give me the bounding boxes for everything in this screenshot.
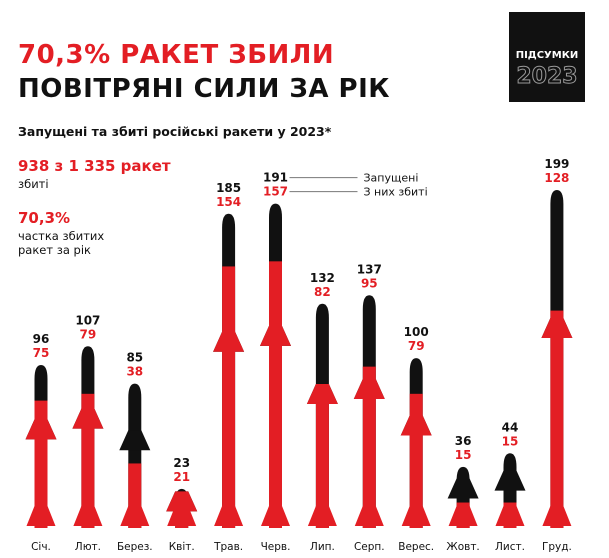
base-fin bbox=[73, 506, 103, 526]
badge-year: 2023 bbox=[516, 64, 578, 90]
intercepted-value-label: 15 bbox=[502, 434, 519, 448]
base-fin bbox=[261, 506, 290, 526]
intercepted-fin bbox=[541, 317, 573, 338]
intercepted-fin bbox=[306, 383, 338, 404]
base-fin bbox=[214, 506, 244, 526]
launched-value-label: 85 bbox=[126, 351, 143, 365]
launched-value-label: 100 bbox=[404, 325, 429, 339]
launched-fin bbox=[494, 470, 526, 491]
launched-fin bbox=[119, 430, 151, 451]
base-fin bbox=[26, 506, 56, 526]
intercepted-fin bbox=[166, 491, 198, 512]
launched-value-label: 199 bbox=[544, 157, 569, 171]
month-label: Серп. bbox=[354, 541, 385, 553]
intercepted-value-label: 157 bbox=[263, 185, 288, 199]
intercepted-value-label: 79 bbox=[80, 327, 97, 341]
base-fin bbox=[307, 506, 337, 526]
month-label: Трав. bbox=[213, 541, 243, 553]
intercepted-fin bbox=[213, 331, 245, 352]
headline-line1: 70,3% РАКЕТ ЗБИЛИ bbox=[18, 40, 335, 70]
total-shot-down: 938 з 1 335 ракет bbox=[18, 157, 171, 175]
legend-intercepted: З них збиті bbox=[364, 186, 428, 199]
intercepted-fin bbox=[400, 415, 432, 436]
intercepted-bar bbox=[269, 261, 282, 528]
intercepted-value-label: 75 bbox=[33, 346, 50, 360]
launched-value-label: 23 bbox=[173, 456, 190, 470]
launched-value-label: 36 bbox=[455, 434, 472, 448]
share-shot-down: 70,3% bbox=[18, 209, 71, 227]
month-label: Лист. bbox=[495, 541, 525, 553]
intercepted-value-label: 82 bbox=[314, 285, 331, 299]
base-fin bbox=[542, 506, 572, 526]
intercepted-value-label: 95 bbox=[361, 276, 378, 290]
summary-badge: ПІДСУМКИ 2023 bbox=[509, 12, 585, 102]
base-fin bbox=[167, 506, 197, 526]
chart-subtitle: Запущені та збиті російські ракети у 202… bbox=[18, 124, 332, 139]
share-shot-down-label: частка збитих ракет за рік bbox=[18, 229, 105, 257]
launched-value-label: 44 bbox=[502, 420, 519, 434]
intercepted-value-label: 79 bbox=[408, 339, 425, 353]
month-label: Жовт. bbox=[446, 541, 479, 553]
intercepted-bar bbox=[315, 388, 329, 528]
intercepted-bar bbox=[222, 266, 236, 528]
base-fin bbox=[354, 506, 384, 526]
month-label: Січ. bbox=[31, 541, 51, 553]
headline-line2: ПОВІТРЯНІ СИЛИ ЗА РІК bbox=[18, 74, 391, 104]
launched-value-label: 137 bbox=[357, 262, 382, 276]
intercepted-fin bbox=[353, 379, 385, 400]
base-fin bbox=[120, 506, 150, 526]
intercepted-bar bbox=[550, 310, 564, 528]
badge-label: ПІДСУМКИ bbox=[515, 50, 579, 61]
month-label: Квіт. bbox=[169, 541, 195, 553]
month-label: Черв. bbox=[261, 541, 291, 553]
launched-value-label: 185 bbox=[216, 181, 241, 195]
month-label: Лип. bbox=[310, 541, 335, 553]
launched-fin bbox=[447, 478, 479, 499]
launched-value-label: 96 bbox=[33, 332, 50, 346]
intercepted-fin bbox=[72, 408, 104, 429]
intercepted-value-label: 15 bbox=[455, 448, 472, 462]
base-fin bbox=[448, 506, 478, 526]
legend-launched: Запущені bbox=[364, 172, 419, 185]
month-label: Лют. bbox=[75, 541, 101, 553]
launched-value-label: 107 bbox=[75, 313, 100, 327]
launched-value-label: 132 bbox=[310, 271, 335, 285]
base-fin bbox=[401, 506, 431, 526]
intercepted-value-label: 21 bbox=[173, 470, 190, 484]
intercepted-value-label: 38 bbox=[126, 365, 143, 379]
month-label: Верес. bbox=[398, 541, 434, 553]
intercepted-fin bbox=[260, 325, 291, 346]
total-shot-down-label: збиті bbox=[18, 177, 49, 191]
intercepted-bar bbox=[362, 366, 376, 528]
month-label: Груд. bbox=[542, 541, 572, 553]
month-label: Берез. bbox=[117, 541, 153, 553]
intercepted-fin bbox=[25, 419, 57, 440]
base-fin bbox=[495, 506, 525, 526]
intercepted-value-label: 154 bbox=[216, 195, 241, 209]
intercepted-value-label: 128 bbox=[544, 171, 569, 185]
launched-value-label: 191 bbox=[263, 171, 288, 185]
